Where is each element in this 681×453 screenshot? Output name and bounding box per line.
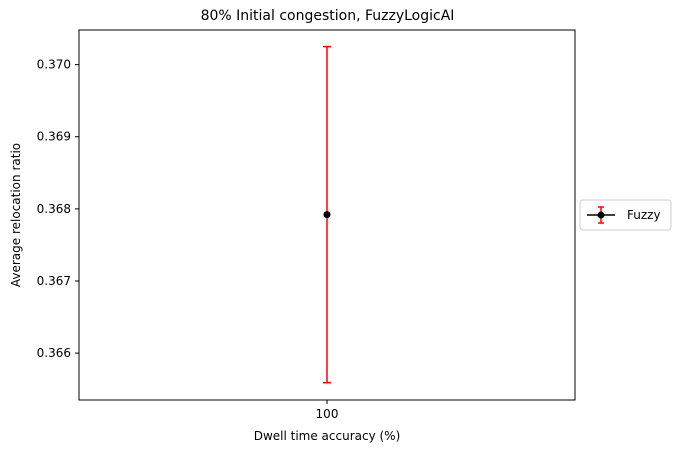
y-tick-label: 0.368 [37, 202, 71, 216]
y-tick-label: 0.367 [37, 274, 71, 288]
y-tick-label: 0.366 [37, 346, 71, 360]
chart-title: 80% Initial congestion, FuzzyLogicAI [201, 8, 455, 24]
legend-label: Fuzzy [627, 208, 661, 222]
x-tick-label: 100 [316, 407, 339, 421]
y-tick-label: 0.369 [37, 130, 71, 144]
legend-entry-fuzzy: Fuzzy [587, 206, 661, 224]
y-axis-title: Average relocation ratio [9, 143, 23, 287]
y-axis: 0.366 0.367 0.368 0.369 0.370 [37, 58, 79, 360]
legend: Fuzzy [579, 199, 672, 231]
legend-marker [597, 211, 605, 219]
x-axis-title: Dwell time accuracy (%) [254, 429, 401, 443]
y-tick-label: 0.370 [37, 58, 71, 72]
data-marks [323, 45, 331, 384]
x-axis: 100 [316, 400, 339, 421]
data-point [323, 211, 331, 219]
